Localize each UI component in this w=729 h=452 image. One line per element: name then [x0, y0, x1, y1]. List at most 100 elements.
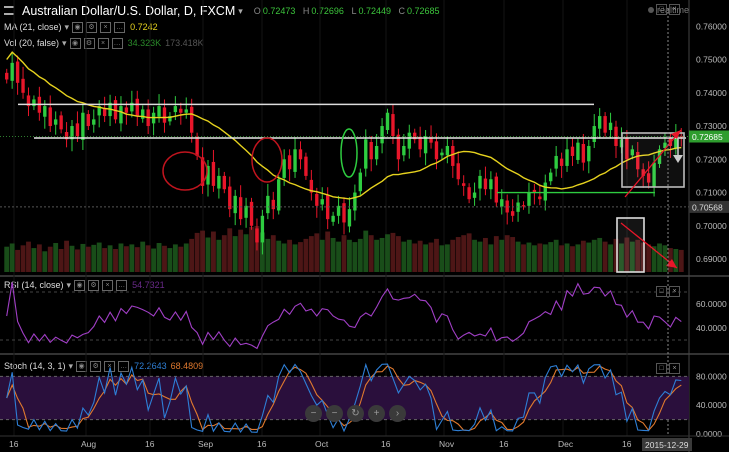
volume-bar — [91, 244, 97, 272]
volume-bar — [113, 249, 118, 272]
candle — [336, 205, 341, 216]
volume-bar — [303, 238, 309, 272]
stoch-legend[interactable]: Stoch (14, 3, 1) ▾ ◉ ⚙ ×… 72.2643 68.4809 — [4, 360, 204, 372]
volume-bar — [477, 241, 483, 272]
volume-bar — [385, 234, 390, 272]
price-tick-label: 0.72000 — [696, 154, 727, 164]
price-tick-label: 0.76000 — [696, 21, 727, 31]
ma-legend[interactable]: MA (21, close) ▾ ◉ ⚙ ×… 0.7242 — [4, 21, 158, 33]
time-tick-label: Oct — [315, 439, 329, 449]
candle — [636, 151, 640, 170]
time-tick-label: Nov — [439, 439, 455, 449]
candle — [461, 183, 466, 186]
close-value: 0.72685 — [407, 6, 440, 16]
candle — [244, 205, 248, 218]
volume-bar — [521, 244, 526, 272]
candle — [603, 116, 607, 133]
volume-bar — [455, 237, 461, 272]
candle — [396, 134, 401, 160]
rsi-legend[interactable]: RSI (14, close) ▾ ◉ ⚙ ×… 54.7321 — [4, 279, 165, 291]
volume-bars — [4, 226, 684, 272]
vol-legend[interactable]: Vol (20, false) ▾ ◉ ⚙ ×… 34.323K 173.418K — [4, 37, 204, 49]
date-tag: 2015-12-29 — [645, 440, 689, 450]
volume-bar — [472, 239, 477, 272]
volume-bar — [200, 230, 205, 272]
candle — [309, 179, 314, 193]
eye-icon: ◉ — [76, 360, 88, 372]
more-icon: … — [116, 279, 128, 291]
volume-bar — [553, 239, 559, 272]
candle — [467, 187, 471, 200]
symbol-title[interactable]: Australian Dollar/U.S. Dollar, D, FXCM — [22, 4, 236, 18]
candle — [646, 173, 651, 183]
volume-bar — [167, 248, 173, 272]
volume-bar — [156, 243, 162, 272]
close-panel-icon[interactable]: × — [669, 4, 680, 15]
volume-bar — [211, 231, 216, 272]
candle — [402, 145, 406, 156]
volume-bar — [287, 239, 293, 272]
candle — [516, 202, 520, 212]
candle — [385, 112, 390, 131]
volume-bar — [254, 226, 260, 272]
candle — [576, 142, 580, 160]
candle — [277, 179, 281, 211]
eye-icon: ◉ — [72, 21, 84, 33]
arrow-head — [666, 259, 677, 268]
open-value: 0.72473 — [262, 6, 296, 16]
scroll-right-icon[interactable]: › — [389, 405, 406, 422]
volume-bar — [374, 239, 380, 272]
maximize-icon[interactable]: □ — [656, 4, 667, 15]
time-tick-label: 16 — [9, 439, 19, 449]
zoom-in-icon[interactable]: + — [368, 405, 385, 422]
eye-icon: ◉ — [74, 279, 86, 291]
volume-bar — [276, 240, 282, 272]
chevron-down-icon[interactable]: ▾ — [238, 5, 243, 16]
more-icon: … — [114, 21, 126, 33]
volume-bar — [238, 229, 244, 272]
candle — [195, 136, 199, 156]
candle — [75, 123, 80, 137]
volume-bar — [379, 237, 385, 272]
volume-bar — [58, 249, 64, 272]
volume-bar — [216, 239, 222, 272]
rsi-line — [6, 282, 682, 350]
candle — [429, 137, 433, 143]
candle — [369, 141, 373, 160]
stoch-close-icon[interactable]: × — [669, 363, 680, 374]
volume-bar — [69, 245, 75, 272]
volume-bar — [434, 238, 439, 272]
volume-bar — [357, 238, 363, 272]
volume-bar — [75, 249, 80, 272]
candle — [549, 172, 553, 182]
realtime-dot-icon — [647, 7, 654, 13]
volume-bar — [205, 237, 211, 272]
candle — [189, 106, 194, 133]
volume-bar — [493, 236, 499, 272]
reset-icon[interactable]: − — [326, 405, 343, 422]
stoch-maximize-icon[interactable]: □ — [656, 363, 667, 374]
candle — [364, 139, 368, 169]
price-tick-label: 0.75000 — [696, 55, 727, 65]
time-tick-label: 16 — [381, 439, 391, 449]
volume-bar — [292, 244, 298, 272]
candle — [538, 196, 542, 200]
zoom-out-icon[interactable]: − — [305, 405, 322, 422]
volume-bar — [259, 232, 265, 272]
volume-bar — [624, 237, 630, 272]
volume-bar — [444, 244, 450, 272]
last-price-tag-bg — [689, 130, 729, 143]
close-icon: × — [102, 279, 114, 291]
candle — [374, 145, 379, 160]
settings-icon: ⚙ — [83, 37, 95, 49]
rsi-maximize-icon[interactable]: □ — [656, 286, 667, 297]
arrow-head — [671, 130, 681, 139]
candle — [510, 211, 515, 216]
rsi-close-icon[interactable]: × — [669, 286, 680, 297]
menu-icon[interactable] — [4, 6, 14, 15]
refresh-icon[interactable]: ↻ — [347, 405, 364, 422]
volume-bar — [363, 230, 369, 272]
candle — [565, 149, 569, 166]
candle — [304, 156, 308, 176]
close-icon: × — [100, 21, 112, 33]
